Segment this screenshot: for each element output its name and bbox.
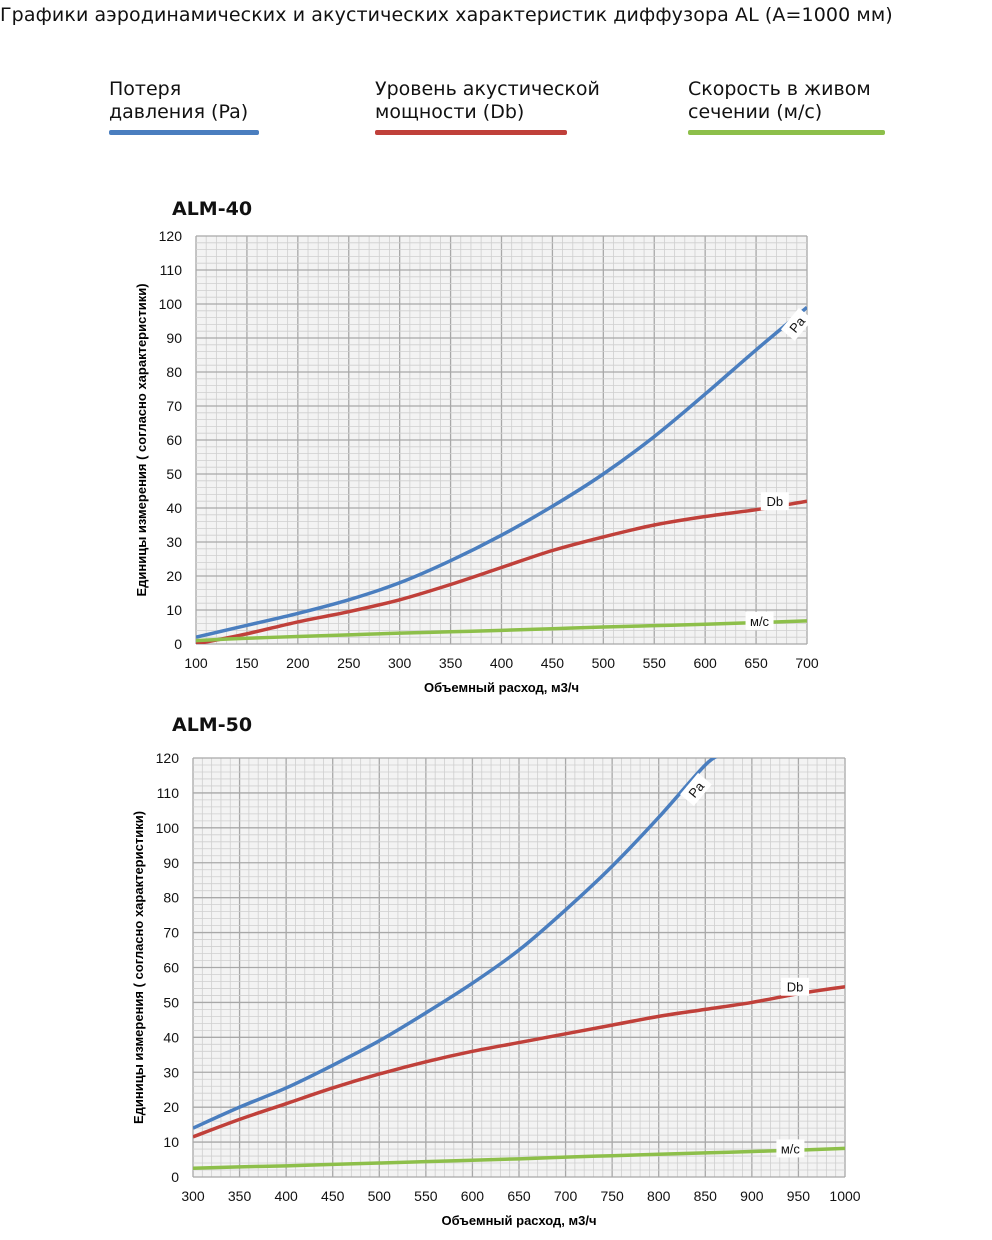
x-tick-label: 400 [490, 655, 514, 671]
legend-swatch [688, 130, 885, 135]
y-axis-label: Единицы измерения ( согласно характерист… [134, 283, 149, 596]
series-label-text: м/с [750, 614, 770, 629]
legend-item-pressure: Потеря давления (Pa) [109, 78, 259, 135]
series-label: м/с [745, 611, 774, 630]
y-tick-label: 110 [157, 785, 180, 801]
legend-label: сечении (м/с) [688, 101, 823, 123]
y-tick-label: 30 [163, 1064, 179, 1080]
page-title: Графики аэродинамических и акустических … [0, 4, 893, 26]
x-tick-label: 600 [461, 1188, 485, 1204]
series-line-Db [193, 984, 845, 1139]
x-tick-label: 300 [388, 655, 412, 671]
x-tick-label: 650 [744, 655, 768, 671]
y-tick-label: 20 [163, 1099, 179, 1115]
x-tick-label: 450 [321, 1188, 345, 1204]
y-tick-label: 30 [166, 534, 182, 550]
series-label: Pa [680, 772, 712, 806]
legend-label: Скорость в живом [688, 78, 871, 100]
x-tick-label: 150 [235, 655, 259, 671]
x-tick-label: 700 [795, 655, 819, 671]
x-tick-label: 850 [694, 1188, 718, 1204]
x-tick-label: 350 [439, 655, 463, 671]
y-tick-label: 100 [159, 296, 183, 312]
series-line-м/с [196, 619, 807, 643]
y-tick-label: 10 [166, 602, 182, 618]
chart-ALM-50: 300 350 400 450 500 550 600 650 700 750 800 850 900 9… [131, 750, 861, 1228]
y-tick-label: 90 [163, 855, 179, 871]
series-label: Db [781, 977, 810, 996]
series-label-text: Db [787, 980, 804, 995]
legend-label: мощности (Db) [375, 101, 525, 123]
legend-label: Уровень акустической [375, 78, 600, 100]
x-tick-label: 100 [184, 655, 208, 671]
y-tick-label: 50 [163, 994, 179, 1010]
x-tick-label: 200 [286, 655, 310, 671]
series-label-text: Db [767, 494, 784, 509]
legend-label: Потеря [109, 78, 182, 100]
x-tick-label: 550 [643, 655, 667, 671]
series-label: м/с [776, 1139, 805, 1158]
y-tick-label: 120 [159, 228, 183, 244]
y-tick-label: 80 [163, 890, 179, 906]
y-tick-label: 40 [163, 1029, 179, 1045]
legend-swatch [109, 130, 259, 135]
y-tick-label: 70 [163, 925, 179, 941]
x-tick-label: 350 [228, 1188, 252, 1204]
x-tick-label: 450 [541, 655, 565, 671]
legend-label: давления (Pa) [109, 101, 249, 123]
x-tick-label: 500 [592, 655, 616, 671]
y-tick-label: 60 [163, 960, 179, 976]
x-tick-label: 500 [368, 1188, 392, 1204]
y-tick-label: 80 [166, 364, 182, 380]
x-tick-label: 1000 [829, 1188, 860, 1204]
x-axis-label: Объемный расход, м3/ч [424, 680, 579, 695]
legend-item-acoustic: Уровень акустической мощности (Db) [375, 78, 600, 135]
y-tick-label: 10 [163, 1134, 179, 1150]
x-tick-label: 900 [740, 1188, 764, 1204]
x-tick-label: 700 [554, 1188, 578, 1204]
x-tick-label: 650 [507, 1188, 531, 1204]
x-tick-label: 600 [693, 655, 717, 671]
x-tick-label: 400 [274, 1188, 298, 1204]
x-tick-label: 250 [337, 655, 361, 671]
x-tick-label: 800 [647, 1188, 671, 1204]
y-tick-label: 0 [174, 636, 182, 652]
series-line-Pa [196, 306, 807, 639]
series-line-Pa [193, 758, 718, 1130]
y-tick-label: 110 [160, 262, 183, 278]
chart-title: ALM-40 [172, 198, 253, 220]
y-tick-label: 120 [156, 750, 180, 766]
y-tick-label: 100 [156, 820, 180, 836]
y-tick-label: 90 [166, 330, 182, 346]
y-axis-label: Единицы измерения ( согласно характерист… [131, 811, 146, 1124]
series-label: Pa [780, 307, 813, 341]
x-tick-label: 300 [181, 1188, 205, 1204]
chart-title: ALM-50 [172, 714, 253, 736]
y-tick-label: 0 [171, 1169, 179, 1185]
x-tick-label: 550 [414, 1188, 438, 1204]
x-axis-label: Объемный расход, м3/ч [441, 1213, 596, 1228]
chart-ALM-40: 100 150 200 250 300 350 400 450 500 550 600 650 700 0… [134, 228, 819, 695]
y-tick-label: 20 [166, 568, 182, 584]
y-tick-label: 50 [166, 466, 182, 482]
legend-swatch [375, 130, 567, 135]
x-tick-label: 950 [787, 1188, 811, 1204]
series-label: Db [760, 492, 789, 511]
y-tick-label: 40 [166, 500, 182, 516]
series-line-Db [196, 499, 807, 644]
y-tick-label: 70 [166, 398, 182, 414]
series-label-text: м/с [781, 1141, 801, 1156]
y-tick-label: 60 [166, 432, 182, 448]
legend-item-velocity: Скорость в живом сечении (м/с) [688, 78, 885, 135]
series-line-м/с [193, 1146, 845, 1171]
x-tick-label: 750 [600, 1188, 624, 1204]
